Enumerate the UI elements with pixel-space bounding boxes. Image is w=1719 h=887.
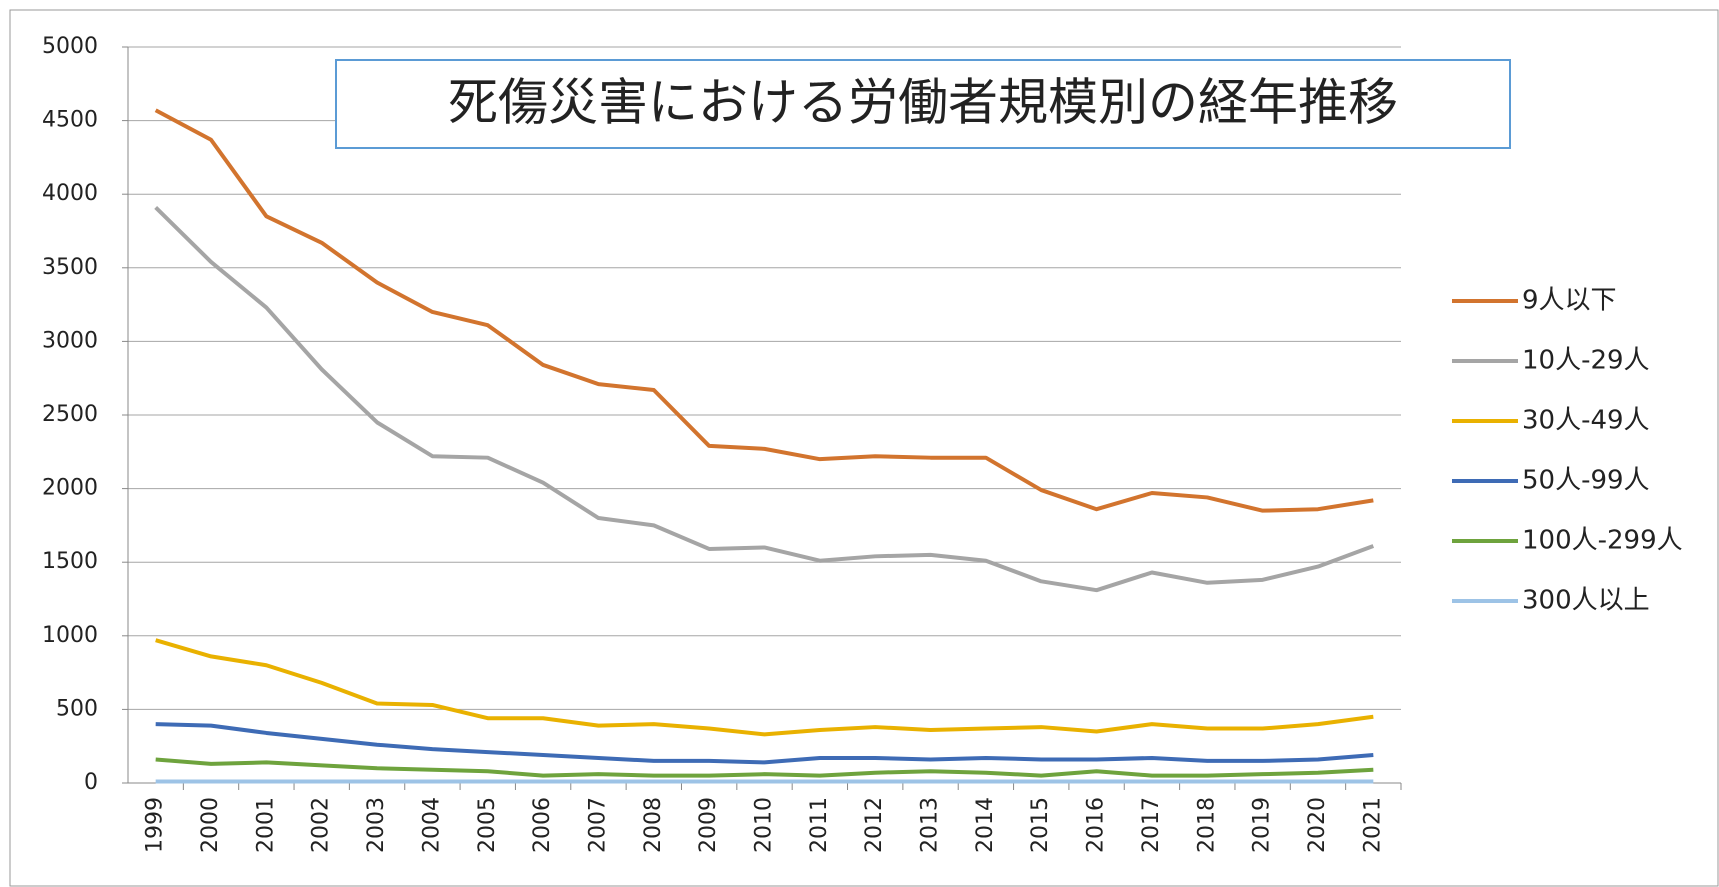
legend-label: 30人-49人 bbox=[1522, 406, 1650, 436]
line-series bbox=[154, 206, 1375, 593]
y-tick-label: 4000 bbox=[42, 181, 98, 206]
line-series bbox=[155, 722, 1374, 765]
y-tick-label: 0 bbox=[84, 770, 98, 795]
x-tick-label: 2008 bbox=[641, 797, 666, 853]
x-tick-label: 2015 bbox=[1028, 797, 1053, 853]
y-tick-label: 5000 bbox=[42, 34, 98, 59]
x-tick-label: 2005 bbox=[475, 797, 500, 853]
x-tick-label: 2004 bbox=[419, 797, 444, 853]
x-tick-label: 2007 bbox=[585, 797, 610, 853]
x-tick-label: 2011 bbox=[807, 797, 832, 853]
y-tick-label: 4500 bbox=[42, 108, 98, 133]
x-tick-label: 2002 bbox=[309, 797, 334, 853]
x-tick-label: 2019 bbox=[1250, 797, 1275, 853]
chart-title: 死傷災害における労働者規模別の経年推移 bbox=[448, 74, 1398, 132]
x-tick-label: 2012 bbox=[862, 797, 887, 853]
x-tick-label: 2014 bbox=[973, 797, 998, 853]
x-tick-label: 2017 bbox=[1139, 797, 1164, 853]
x-tick-label: 2003 bbox=[364, 797, 389, 853]
y-tick-label: 2000 bbox=[42, 476, 98, 501]
x-tick-label: 2001 bbox=[253, 797, 278, 853]
x-tick-label: 2021 bbox=[1360, 797, 1385, 853]
line-series bbox=[155, 638, 1374, 737]
line-series bbox=[154, 108, 1374, 513]
legend-label: 9人以下 bbox=[1522, 286, 1617, 316]
y-tick-label: 500 bbox=[56, 696, 98, 721]
x-tick-label: 2006 bbox=[530, 797, 555, 853]
x-tick-label: 2020 bbox=[1305, 797, 1330, 853]
x-tick-label: 2013 bbox=[918, 797, 943, 853]
x-tick-label: 2000 bbox=[198, 797, 223, 853]
y-tick-label: 2500 bbox=[42, 402, 98, 427]
y-tick-label: 1000 bbox=[42, 623, 98, 648]
legend-label: 300人以上 bbox=[1522, 586, 1650, 616]
y-tick-label: 3000 bbox=[42, 328, 98, 353]
line-series bbox=[155, 757, 1374, 778]
x-tick-label: 2009 bbox=[696, 797, 721, 853]
title-box bbox=[335, 59, 1511, 149]
legend-label: 10人-29人 bbox=[1522, 346, 1650, 376]
x-tick-label: 2018 bbox=[1194, 797, 1219, 853]
y-tick-label: 3500 bbox=[42, 255, 98, 280]
chart-border bbox=[9, 9, 1719, 887]
x-tick-label: 2010 bbox=[752, 797, 777, 853]
legend-label: 100人-299人 bbox=[1522, 526, 1683, 556]
y-tick-label: 1500 bbox=[42, 549, 98, 574]
x-tick-label: 2016 bbox=[1084, 797, 1109, 853]
x-tick-label: 1999 bbox=[143, 797, 168, 853]
legend-label: 50人-99人 bbox=[1522, 466, 1650, 496]
